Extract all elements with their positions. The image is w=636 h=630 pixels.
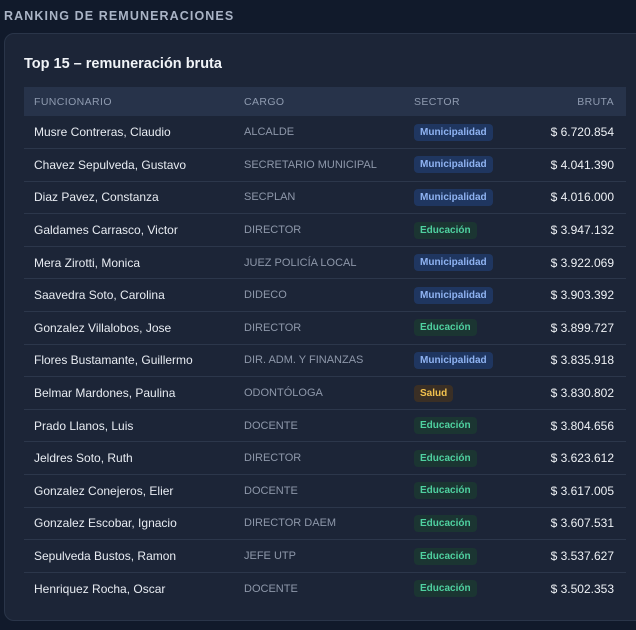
- column-header-cargo[interactable]: CARGO: [244, 95, 285, 108]
- bruta-amount: $ 3.947.132: [550, 223, 614, 238]
- funcionario-name: Gonzalez Escobar, Ignacio: [34, 516, 177, 531]
- funcionario-name: Gonzalez Villalobos, Jose: [34, 320, 172, 335]
- cargo: DIRECTOR: [244, 452, 302, 465]
- bruta-amount: $ 3.804.656: [550, 418, 614, 433]
- table-row[interactable]: Henriquez Rocha, Oscar DOCENTE Educación…: [24, 572, 626, 605]
- ranking-card: Top 15 – remuneración bruta FUNCIONARIO …: [4, 33, 636, 621]
- ranking-table: FUNCIONARIO CARGO SECTOR BRUTA Musre Con…: [24, 87, 626, 605]
- table-row[interactable]: Gonzalez Villalobos, Jose DIRECTOR Educa…: [24, 312, 626, 345]
- cargo: ODONTÓLOGA: [244, 387, 323, 400]
- bruta-amount: $ 3.903.392: [550, 288, 614, 303]
- sector-badge: Municipalidad: [414, 156, 493, 174]
- cargo: DIDECO: [244, 289, 287, 302]
- column-header-bruta[interactable]: BRUTA: [577, 95, 614, 108]
- sector-badge: Educación: [414, 514, 477, 532]
- cargo: DOCENTE: [244, 419, 298, 432]
- sector-cell: Salud: [404, 377, 534, 410]
- cargo: SECPLAN: [244, 191, 296, 204]
- cargo: DIR. ADM. Y FINANZAS: [244, 354, 364, 367]
- funcionario-name: Galdames Carrasco, Victor: [34, 223, 178, 238]
- cargo: JEFE UTP: [244, 550, 296, 563]
- sector-badge: Educación: [414, 417, 477, 435]
- table-row[interactable]: Belmar Mardones, Paulina ODONTÓLOGA Salu…: [24, 377, 626, 410]
- sector-cell: Educación: [404, 540, 534, 573]
- funcionario-name: Belmar Mardones, Paulina: [34, 386, 176, 401]
- sector-badge: Educación: [414, 449, 477, 467]
- sector-badge: Educación: [414, 482, 477, 500]
- sector-cell: Educación: [404, 409, 534, 442]
- sector-cell: Municipalidad: [404, 279, 534, 312]
- cargo: DOCENTE: [244, 582, 298, 595]
- table-row[interactable]: Chavez Sepulveda, Gustavo SECRETARIO MUN…: [24, 149, 626, 182]
- sector-cell: Educación: [404, 572, 534, 605]
- sector-cell: Educación: [404, 312, 534, 345]
- bruta-amount: $ 3.502.353: [550, 581, 614, 596]
- bruta-amount: $ 3.830.802: [550, 386, 614, 401]
- table-row[interactable]: Gonzalez Conejeros, Elier DOCENTE Educac…: [24, 475, 626, 508]
- sector-badge: Municipalidad: [414, 351, 493, 369]
- funcionario-name: Flores Bustamante, Guillermo: [34, 353, 193, 368]
- bruta-amount: $ 3.607.531: [550, 516, 614, 531]
- funcionario-name: Saavedra Soto, Carolina: [34, 288, 165, 303]
- bruta-amount: $ 6.720.854: [550, 125, 614, 140]
- sector-cell: Educación: [404, 507, 534, 540]
- bruta-amount: $ 3.922.069: [550, 255, 614, 270]
- funcionario-name: Mera Zirotti, Monica: [34, 255, 141, 270]
- bruta-amount: $ 3.623.612: [550, 451, 614, 466]
- sector-cell: Municipalidad: [404, 181, 534, 214]
- column-header-sector[interactable]: SECTOR: [414, 95, 460, 108]
- cargo: ALCALDE: [244, 126, 295, 139]
- funcionario-name: Jeldres Soto, Ruth: [34, 451, 133, 466]
- funcionario-name: Diaz Pavez, Constanza: [34, 190, 159, 205]
- sector-badge: Educación: [414, 547, 477, 565]
- sector-badge: Municipalidad: [414, 123, 493, 141]
- cargo: DIRECTOR: [244, 321, 302, 334]
- table-row[interactable]: Gonzalez Escobar, Ignacio DIRECTOR DAEM …: [24, 507, 626, 540]
- funcionario-name: Musre Contreras, Claudio: [34, 125, 171, 140]
- cargo: JUEZ POLICÍA LOCAL: [244, 256, 357, 269]
- sector-cell: Municipalidad: [404, 116, 534, 149]
- table-row[interactable]: Sepulveda Bustos, Ramon JEFE UTP Educaci…: [24, 540, 626, 573]
- cargo: DOCENTE: [244, 484, 298, 497]
- cargo: SECRETARIO MUNICIPAL: [244, 158, 377, 171]
- card-title: Top 15 – remuneración bruta: [24, 56, 222, 72]
- table-row[interactable]: Saavedra Soto, Carolina DIDECO Municipal…: [24, 279, 626, 312]
- sector-cell: Municipalidad: [404, 246, 534, 279]
- bruta-amount: $ 3.537.627: [550, 549, 614, 564]
- bruta-amount: $ 3.835.918: [550, 353, 614, 368]
- sector-badge: Municipalidad: [414, 188, 493, 206]
- table-row[interactable]: Flores Bustamante, Guillermo DIR. ADM. Y…: [24, 344, 626, 377]
- sector-badge: Municipalidad: [414, 254, 493, 272]
- bruta-amount: $ 4.041.390: [550, 157, 614, 172]
- funcionario-name: Gonzalez Conejeros, Elier: [34, 483, 174, 498]
- table-row[interactable]: Diaz Pavez, Constanza SECPLAN Municipali…: [24, 181, 626, 214]
- sector-badge: Educación: [414, 319, 477, 337]
- sector-cell: Educación: [404, 442, 534, 475]
- sector-cell: Educación: [404, 475, 534, 508]
- funcionario-name: Prado Llanos, Luis: [34, 418, 134, 433]
- sector-badge: Salud: [414, 384, 454, 402]
- cargo: DIRECTOR DAEM: [244, 517, 337, 530]
- bruta-amount: $ 3.617.005: [550, 483, 614, 498]
- table-header: FUNCIONARIO CARGO SECTOR BRUTA: [24, 87, 626, 116]
- column-header-funcionario[interactable]: FUNCIONARIO: [34, 95, 112, 108]
- table-row[interactable]: Jeldres Soto, Ruth DIRECTOR Educación $ …: [24, 442, 626, 475]
- sector-cell: Educación: [404, 214, 534, 247]
- section-title: RANKING DE REMUNERACIONES: [4, 9, 235, 23]
- table-row[interactable]: Mera Zirotti, Monica JUEZ POLICÍA LOCAL …: [24, 246, 626, 279]
- cargo: DIRECTOR: [244, 224, 302, 237]
- table-row[interactable]: Prado Llanos, Luis DOCENTE Educación $ 3…: [24, 409, 626, 442]
- funcionario-name: Henriquez Rocha, Oscar: [34, 581, 166, 596]
- sector-cell: Municipalidad: [404, 344, 534, 377]
- bruta-amount: $ 4.016.000: [550, 190, 614, 205]
- funcionario-name: Sepulveda Bustos, Ramon: [34, 549, 177, 564]
- sector-badge: Educación: [414, 221, 477, 239]
- table-row[interactable]: Galdames Carrasco, Victor DIRECTOR Educa…: [24, 214, 626, 247]
- table-row[interactable]: Musre Contreras, Claudio ALCALDE Municip…: [24, 116, 626, 149]
- sector-badge: Municipalidad: [414, 286, 493, 304]
- sector-badge: Educación: [414, 580, 477, 598]
- funcionario-name: Chavez Sepulveda, Gustavo: [34, 157, 187, 172]
- bruta-amount: $ 3.899.727: [550, 320, 614, 335]
- sector-cell: Municipalidad: [404, 149, 534, 182]
